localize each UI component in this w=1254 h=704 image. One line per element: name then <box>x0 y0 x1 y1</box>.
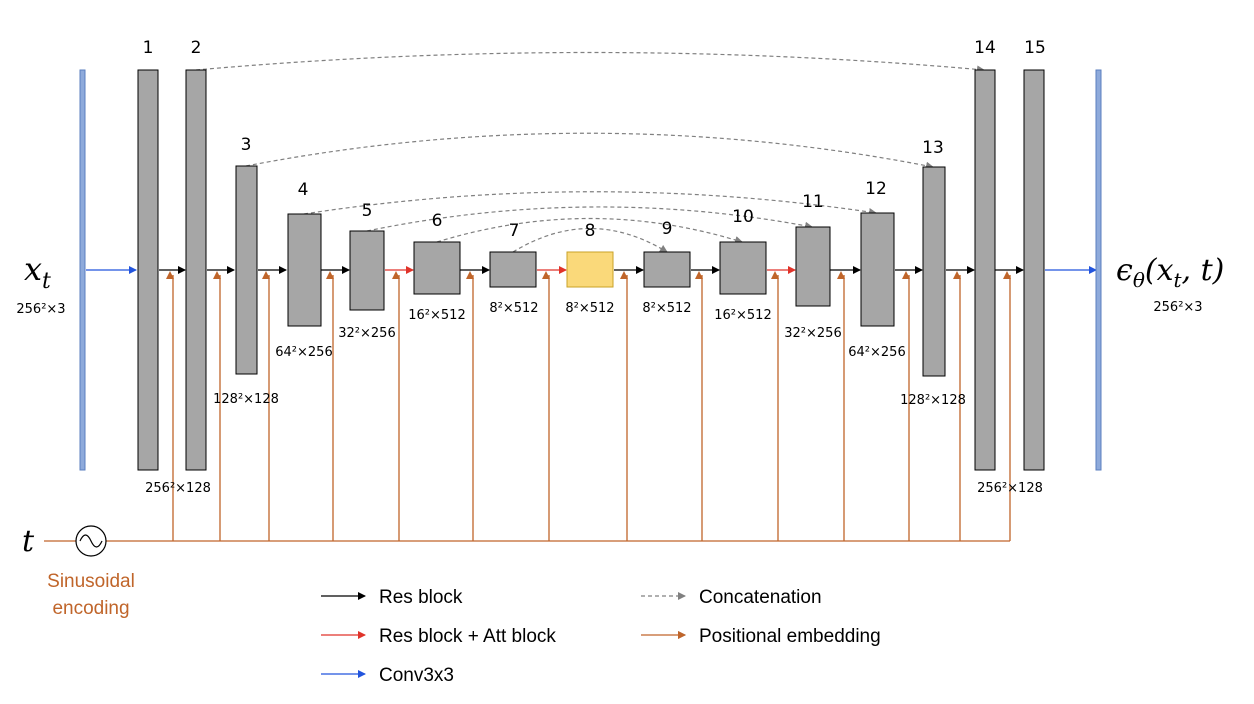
output-subscript: θ <box>1133 268 1145 292</box>
input-label: xt <box>24 250 51 294</box>
output-dim-label: 256²×3 <box>1153 300 1202 315</box>
legend-concat-label: Concatenation <box>699 587 822 608</box>
legend-att-label: Res block + Att block <box>379 626 556 647</box>
block-number: 15 <box>1024 38 1046 58</box>
dim-label: 16²×512 <box>714 308 771 323</box>
conv-in-bar <box>79 69 86 471</box>
concat-3-13 <box>245 132 934 170</box>
block-number: 8 <box>585 221 596 241</box>
block-14 <box>974 69 996 471</box>
dimension-labels: 256²×128 128²×128 64²×256 32²×256 16²×51… <box>16 300 1202 496</box>
block-10 <box>719 241 767 295</box>
dim-label: 128²×128 <box>900 393 966 408</box>
concat-connections <box>195 51 985 253</box>
time-symbol: t <box>22 524 35 559</box>
concat-6-10 <box>436 217 743 244</box>
dim-label: 8²×512 <box>489 301 538 316</box>
block-2 <box>185 69 207 471</box>
dim-label: 64²×256 <box>848 345 905 360</box>
block-5 <box>349 230 385 311</box>
legend-res-label: Res block <box>379 587 463 608</box>
encoding-label-line1: Sinusoidal <box>47 571 135 592</box>
block-number: 3 <box>241 135 252 155</box>
legend: Res block Res block + Att block Conv3x3 … <box>321 587 881 686</box>
input-symbol: x <box>24 250 42 288</box>
block-number: 7 <box>509 221 520 241</box>
encoding-label-line2: encoding <box>52 598 129 619</box>
block-number: 14 <box>974 38 996 58</box>
legend-pos-label: Positional embedding <box>699 626 881 647</box>
block-6 <box>413 241 461 295</box>
legend-conv-label: Conv3x3 <box>379 665 454 686</box>
block-number: 5 <box>362 201 373 221</box>
dim-label: 256²×128 <box>977 481 1043 496</box>
output-symbol: ϵ <box>1116 253 1133 288</box>
sinusoidal-encoder <box>75 525 107 557</box>
dim-label: 16²×512 <box>408 308 465 323</box>
dim-label: 8²×512 <box>565 301 614 316</box>
input-dim-label: 256²×3 <box>16 302 65 317</box>
block-number: 1 <box>143 38 154 58</box>
output-args-tail: , t) <box>1182 253 1225 288</box>
positional-embedding <box>44 271 1011 542</box>
blocks <box>137 69 1045 471</box>
concat-2-14 <box>195 51 985 74</box>
block-15 <box>1023 69 1045 471</box>
concat-4-12 <box>303 191 877 216</box>
block-number: 11 <box>802 192 824 212</box>
concat-7-9 <box>512 227 668 253</box>
block-number: 13 <box>922 138 944 158</box>
block-7 <box>489 251 537 288</box>
svg-text:xt: xt <box>24 250 51 294</box>
input-subscript: t <box>42 269 51 294</box>
block-11 <box>795 226 831 307</box>
dim-label: 32²×256 <box>338 326 395 341</box>
dim-label: 8²×512 <box>642 301 691 316</box>
dim-label: 256²×128 <box>145 481 211 496</box>
output-args: (x <box>1145 253 1174 288</box>
block-number: 10 <box>732 207 754 227</box>
concat-5-11 <box>366 206 813 232</box>
block-number: 6 <box>432 211 443 231</box>
dim-label: 32²×256 <box>784 326 841 341</box>
dim-label: 64²×256 <box>275 345 332 360</box>
block-number: 4 <box>298 180 309 200</box>
block-4 <box>287 213 322 327</box>
conv-out-bar <box>1095 69 1102 471</box>
output-label: ϵθ(xt, t) <box>1116 253 1224 292</box>
svg-text:ϵθ(xt, t): ϵθ(xt, t) <box>1116 253 1224 292</box>
block-13 <box>922 166 946 377</box>
block-8 <box>566 251 614 288</box>
block-12 <box>860 212 895 327</box>
block-1 <box>137 69 159 471</box>
block-3 <box>235 165 258 375</box>
dim-label: 128²×128 <box>213 392 279 407</box>
output-args-subscript: t <box>1173 268 1182 292</box>
block-numbers: 1 2 3 4 5 6 7 8 9 10 11 12 13 14 15 <box>143 38 1046 241</box>
block-number: 2 <box>191 38 202 58</box>
block-number: 9 <box>662 219 673 239</box>
block-9 <box>643 251 691 288</box>
block-number: 12 <box>865 179 887 199</box>
